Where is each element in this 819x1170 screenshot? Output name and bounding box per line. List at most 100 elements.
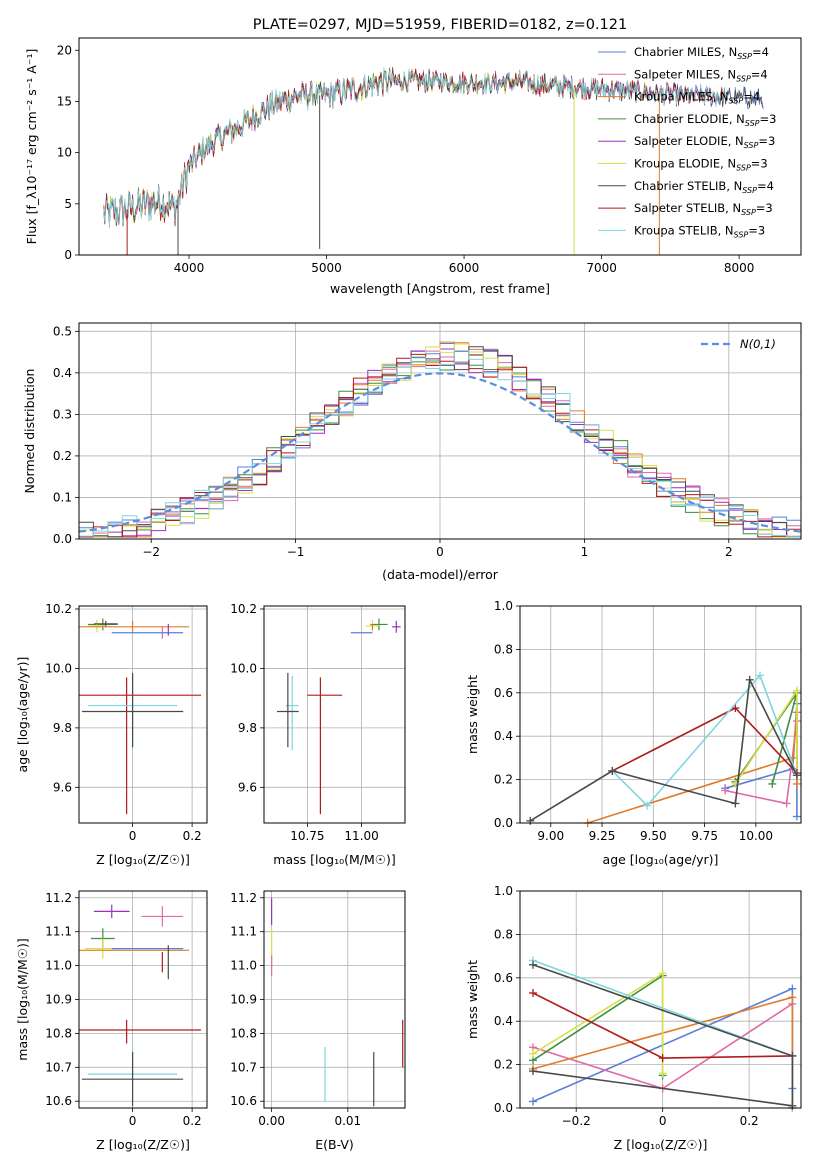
y-tick-label: 0.4 [53, 366, 72, 380]
series-chabrier-stelib [528, 960, 797, 1110]
x-tick-label: 2 [725, 545, 733, 559]
mass-weight-vs-metallicity-panel: −0.2 0 0.2 0.0 0.2 0.4 0.6 0.8 1.0 Z [log₁₀(Z/Z☉)… [465, 884, 802, 1152]
mass_vs_Z-y-label: mass [log₁₀(M/M☉)] [15, 938, 30, 1060]
legend-suffix: =3 [760, 112, 777, 126]
axes-frame [263, 605, 406, 824]
spectrum-legend: Chabrier MILES, NSSP=4 Salpeter MILES, NS… [598, 45, 776, 239]
legend-subscript: SSP [744, 141, 759, 150]
y-tick-label: 11.1 [230, 925, 257, 939]
spectrum-line-salpeter-stelib [103, 68, 726, 226]
series-marker [792, 812, 801, 821]
series-marker [782, 799, 791, 808]
legend-subscript: SSP [736, 164, 751, 173]
series-marker [745, 675, 754, 684]
normal-curve [79, 372, 801, 533]
x-tick-label: 0.00 [258, 1114, 285, 1128]
series-line [611, 673, 798, 807]
errorbar-point-salpeter-elodie [93, 904, 130, 919]
series-kroupa-elodie [528, 969, 667, 1078]
histogram-kroupa-stelib [79, 350, 801, 538]
x-tick-label: 0 [129, 829, 137, 843]
errorbars [79, 618, 202, 815]
y-tick-label: 0.2 [494, 773, 513, 787]
y-tick-label: 15 [57, 94, 72, 108]
series-marker [788, 1051, 797, 1060]
legend-suffix: =3 [756, 201, 773, 215]
spectrum-title: PLATE=0297, MJD=51959, FIBERID=0182, z=0… [253, 17, 627, 33]
x-tick-label: −1 [287, 545, 305, 559]
axes-frame [78, 605, 208, 824]
axes-frame [78, 37, 802, 256]
legend-entry: Kroupa ELODIE, NSSP=3 [634, 157, 768, 173]
x-tick-label: 5000 [311, 261, 342, 275]
age_vs_mass-x-label: mass [log₁₀(M/M☉)] [273, 852, 395, 867]
legend-suffix: =3 [758, 134, 775, 148]
y-tick-label: 9.6 [53, 780, 72, 794]
errorbar-point-chabrier-stelib [93, 620, 118, 627]
series-marker [792, 779, 801, 788]
x-tick-label: 9.50 [640, 829, 667, 843]
mass-vs-metallicity-panel: 0 0.2 10.6 10.7 10.8 10.9 11.0 11.1 11.2 Z [log₁₀… [15, 890, 208, 1152]
series-chabrier-stelib [526, 675, 801, 825]
series-marker [658, 1054, 667, 1063]
errorbar-point-kroupa-miles [79, 620, 190, 633]
spectrum-x-label: wavelength [Angstrom, rest frame] [330, 281, 550, 296]
series-marker [755, 671, 764, 680]
errorbar-point-salpeter-stelib [307, 677, 343, 815]
errorbar-point-salpeter-elodie [391, 620, 401, 633]
histogram-chabrier-stelib [79, 346, 801, 538]
y-tick-label: 10.6 [45, 1094, 72, 1108]
spectrum-lines [103, 66, 764, 255]
histogram-kroupa-elodie [79, 343, 801, 538]
weight-lines [528, 956, 797, 1112]
series-marker [731, 799, 740, 808]
series-line [532, 964, 794, 1107]
x-tick-label: 8000 [724, 261, 755, 275]
y-tick-label: 5 [64, 197, 72, 211]
y-tick-label: 9.8 [238, 721, 257, 735]
series-marker [788, 984, 797, 993]
series-marker [528, 960, 537, 969]
errorbars [271, 897, 404, 1107]
y-tick-label: 10.0 [230, 661, 257, 675]
series-marker [788, 993, 797, 1002]
y-tick-label: 10.7 [45, 1060, 72, 1074]
errorbar-point-salpeter-stelib [79, 1019, 202, 1044]
y-tick-label: 0.0 [53, 532, 72, 546]
errorbar-point-chabrier-stelib [81, 1052, 184, 1107]
weight-lines [526, 671, 801, 827]
legend-suffix: =3 [751, 157, 768, 171]
y-tick-label: 0.5 [53, 324, 72, 338]
mass_weight_vs_Z-y-label: mass weight [465, 960, 480, 1039]
x-tick-label: 0.2 [740, 1114, 759, 1128]
y-tick-label: 1.0 [494, 884, 513, 898]
y-tick-label: 10.7 [230, 1060, 257, 1074]
x-tick-label: 0 [436, 545, 444, 559]
x-tick-label: 11.00 [344, 829, 378, 843]
series-marker [792, 686, 801, 695]
y-tick-label: 0.8 [494, 927, 513, 941]
legend-entry: Salpeter MILES, NSSP=4 [634, 67, 768, 83]
series-marker [643, 801, 652, 810]
legend-entry: Chabrier MILES, NSSP=4 [634, 45, 769, 61]
legend-subscript: SSP [737, 52, 752, 61]
spectrum-line-kroupa-stelib [103, 67, 726, 228]
x-tick-label: −0.2 [562, 1114, 591, 1128]
x-tick-label: 0 [129, 1114, 137, 1128]
mass_weight_vs_age-x-label: age [log₁₀(age/yr)] [603, 852, 719, 867]
legend-suffix: =4 [743, 90, 760, 104]
histogram-steps [79, 341, 801, 538]
legend-label: Kroupa STELIB, N [634, 223, 734, 237]
legend-entry: N(0,1) [740, 337, 776, 351]
errorbar-point-salpeter-stelib [79, 677, 202, 815]
series-marker [528, 1067, 537, 1076]
x-tick-label: 4000 [174, 261, 205, 275]
axes-frame [519, 605, 802, 824]
histogram-chabrier-elodie [79, 360, 801, 538]
y-tick-label: 0.8 [494, 642, 513, 656]
y-tick-label: 10.2 [45, 602, 72, 616]
legend-suffix: =4 [757, 179, 774, 193]
legend-label: Kroupa ELODIE, N [634, 157, 736, 171]
legend-label: Chabrier ELODIE, N [634, 112, 745, 126]
